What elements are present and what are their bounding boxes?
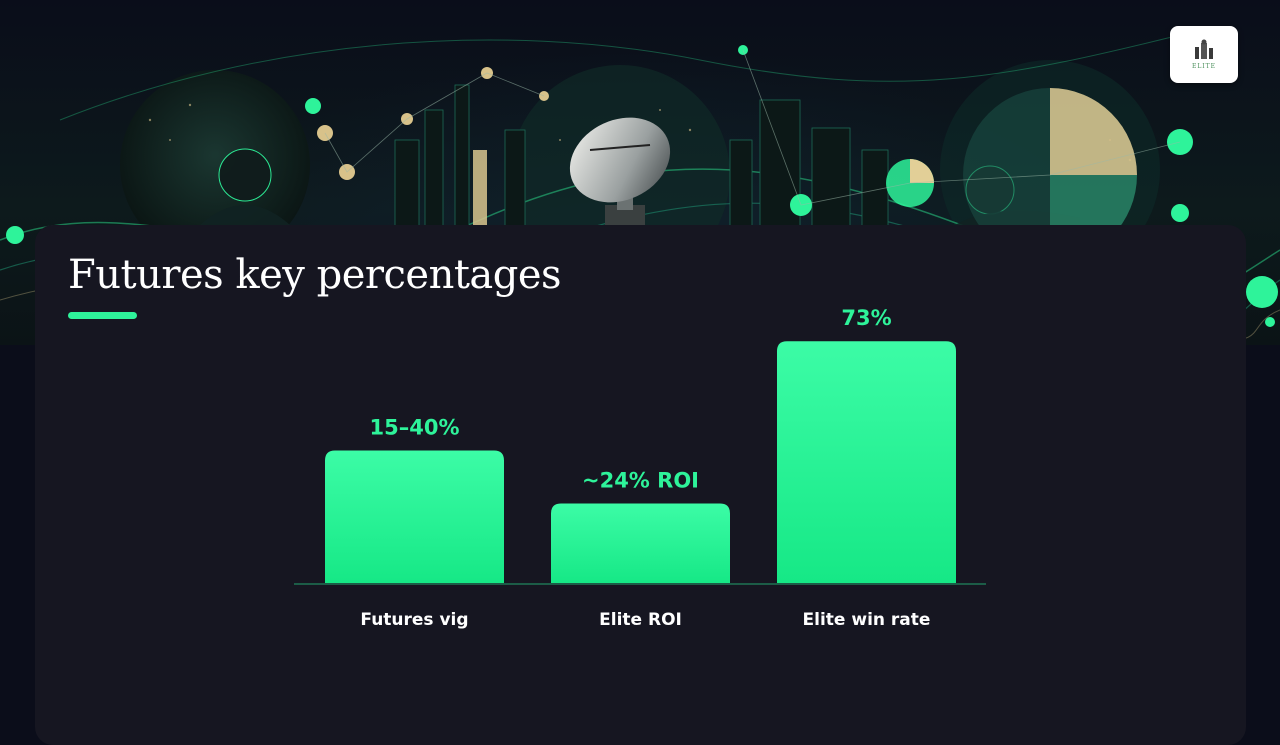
bar-elite-roi: [551, 503, 730, 583]
category-label: Futures vig: [360, 610, 468, 630]
bar-futures-vig: [325, 450, 504, 583]
bar-chart: 15–40% Futures vig ~24% ROI Elite ROI 73% Eli…: [294, 306, 986, 630]
bar-elite-win-rate: [777, 341, 956, 583]
logo-emblem-icon: [1195, 39, 1213, 59]
category-label: Elite win rate: [803, 610, 931, 630]
logo-wordmark: ELITE: [1191, 63, 1217, 70]
content-card: [35, 225, 1246, 745]
slide-title: Futures key percentages: [68, 252, 562, 298]
category-label: Elite ROI: [599, 610, 682, 630]
title-accent-bar: [68, 312, 137, 319]
bar-series: 15–40% Futures vig ~24% ROI Elite ROI 73% Eli…: [325, 306, 956, 630]
data-label: 73%: [841, 306, 891, 330]
data-label: 15–40%: [370, 416, 460, 440]
data-label: ~24% ROI: [582, 469, 699, 493]
brand-logo: ELITE: [1170, 26, 1238, 83]
